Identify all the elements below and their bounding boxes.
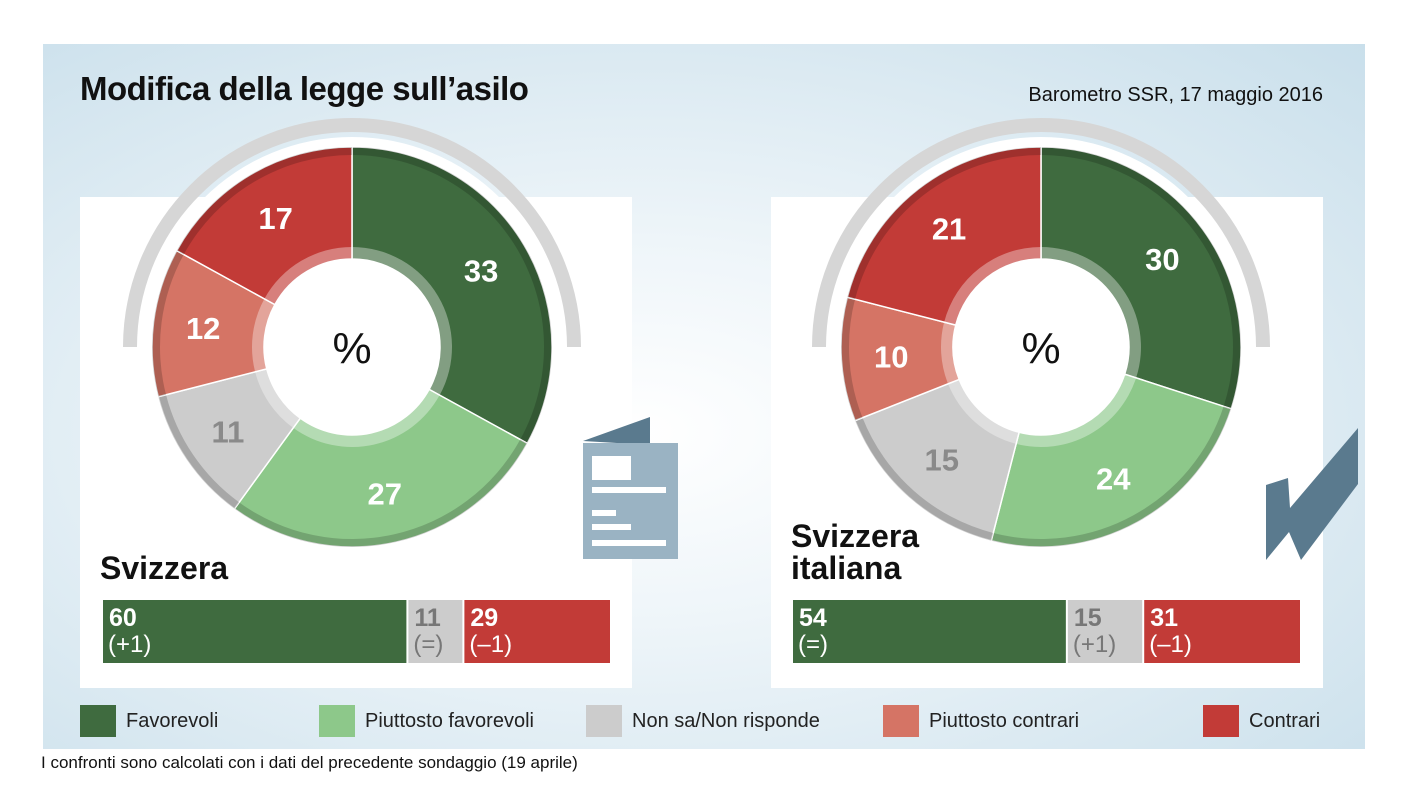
summary-value-contrari: 29 bbox=[470, 604, 498, 632]
legend-item-piuttosto-favorevoli: Piuttosto favorevoli bbox=[319, 704, 534, 738]
document-icon bbox=[583, 417, 678, 559]
summary-segment-non-sa-non-risponde bbox=[1067, 600, 1143, 663]
donut-segment-non-sa-non-risponde-inner-rim bbox=[255, 368, 301, 428]
summary-value-non-sa-non-risponde: 11 bbox=[414, 604, 441, 632]
legend-item-piuttosto-contrari: Piuttosto contrari bbox=[883, 704, 1079, 738]
legend-label: Piuttosto contrari bbox=[929, 709, 1080, 732]
donut-segment-contrari-inner-rim bbox=[944, 247, 1041, 326]
donut-segment-favorevoli-inner-rim bbox=[352, 247, 452, 396]
source-label: Barometro SSR, 17 maggio 2016 bbox=[1028, 84, 1323, 106]
summary-bar-svizzera-italiana: 54(=) 15(+1) 31(–1) bbox=[793, 600, 1300, 663]
donut-label-favorevoli: 30 bbox=[1145, 242, 1179, 277]
donut-segment-piuttosto-favorevoli bbox=[990, 373, 1233, 548]
footnote: I confronti sono calcolati con i dati de… bbox=[41, 753, 578, 772]
donut-segment-piuttosto-contrari-rim bbox=[152, 250, 184, 397]
page-title: Modifica della legge sull’asilo bbox=[80, 70, 529, 107]
donut-segment-favorevoli bbox=[351, 146, 553, 445]
donut-center-label: % bbox=[332, 324, 371, 373]
donut-label-piuttosto-favorevoli: 27 bbox=[367, 476, 401, 511]
summary-value-contrari: 31 bbox=[1150, 604, 1178, 632]
donut-segment-contrari bbox=[175, 146, 353, 306]
donut-segment-piuttosto-contrari-inner-rim bbox=[940, 322, 960, 384]
summary-value-favorevoli: 54 bbox=[799, 604, 827, 632]
summary-change-contrari: (–1) bbox=[1149, 631, 1192, 658]
donut-segment-piuttosto-contrari-inner-rim bbox=[252, 298, 275, 372]
region-name-svizzera: Svizzera bbox=[100, 550, 229, 586]
summary-bar-svizzera: 60(+1) 11(=) 29(–1) bbox=[103, 600, 610, 663]
summary-change-non-sa-non-risponde: (+1) bbox=[1073, 631, 1116, 658]
donut-segment-piuttosto-favorevoli-inner-rim bbox=[293, 389, 440, 447]
donut-segment-non-sa-non-risponde-rim bbox=[158, 394, 240, 509]
donut-segment-contrari-rim bbox=[176, 147, 352, 255]
donut-label-non-sa-non-risponde: 15 bbox=[925, 443, 959, 478]
donut-label-piuttosto-favorevoli: 24 bbox=[1096, 461, 1131, 496]
donut-label-favorevoli: 33 bbox=[464, 254, 498, 289]
donut-segment-favorevoli bbox=[1040, 146, 1242, 410]
legend-label: Non sa/Non risponde bbox=[632, 709, 820, 732]
donut-segment-non-sa-non-risponde bbox=[854, 378, 1021, 542]
donut-center-label: % bbox=[1021, 324, 1060, 373]
summary-value-favorevoli: 60 bbox=[109, 604, 137, 632]
outer-arc bbox=[123, 118, 581, 348]
donut-hole bbox=[276, 271, 428, 423]
donut-segment-non-sa-non-risponde-inner-rim bbox=[948, 379, 1020, 444]
legend-swatch bbox=[586, 705, 622, 737]
summary-change-favorevoli: (=) bbox=[798, 631, 828, 658]
donut-segment-piuttosto-contrari-rim bbox=[841, 297, 863, 421]
legend-label: Contrari bbox=[1249, 709, 1321, 732]
donut-chart-svizzera-italiana: 30 24 15 10 21% bbox=[812, 118, 1270, 557]
donut-segment-contrari-inner-rim bbox=[264, 246, 352, 305]
summary-segment-non-sa-non-risponde bbox=[408, 600, 463, 663]
summary-change-favorevoli: (+1) bbox=[108, 631, 151, 658]
summary-segment-favorevoli bbox=[103, 600, 407, 663]
legend-swatch bbox=[319, 705, 355, 737]
legend-swatch bbox=[883, 705, 919, 737]
donut-segment-piuttosto-favorevoli-rim bbox=[991, 406, 1232, 547]
legend-item-favorevoli: Favorevoli bbox=[80, 704, 218, 738]
donut-segment-contrari-rim bbox=[847, 147, 1041, 300]
legend-item-non-sa: Non sa/Non risponde bbox=[586, 704, 820, 738]
outer-arc bbox=[812, 118, 1270, 348]
summary-change-contrari: (–1) bbox=[469, 631, 512, 658]
donut-segment-favorevoli-inner-rim bbox=[1041, 247, 1141, 378]
donut-segment-contrari bbox=[846, 146, 1042, 327]
donut-label-piuttosto-contrari: 10 bbox=[874, 339, 908, 374]
legend-swatch bbox=[1203, 705, 1239, 737]
summary-segment-favorevoli bbox=[793, 600, 1066, 663]
summary-value-non-sa-non-risponde: 15 bbox=[1074, 604, 1102, 632]
donut-segment-favorevoli-rim bbox=[352, 147, 553, 444]
donut-segment-piuttosto-favorevoli bbox=[233, 388, 529, 548]
legend-swatch bbox=[80, 705, 116, 737]
donut-segment-piuttosto-favorevoli-inner-rim bbox=[1016, 374, 1137, 447]
legend-label: Piuttosto favorevoli bbox=[365, 709, 534, 732]
donut-label-non-sa-non-risponde: 11 bbox=[212, 414, 245, 449]
summary-segment-contrari bbox=[464, 600, 610, 663]
donut-hole bbox=[965, 271, 1117, 423]
legend-item-contrari: Contrari bbox=[1203, 704, 1320, 738]
checkmark-icon bbox=[1266, 428, 1358, 560]
donut-label-contrari: 21 bbox=[932, 211, 966, 246]
donut-label-piuttosto-contrari: 12 bbox=[186, 311, 220, 346]
donut-chart-svizzera: 33 27 11 12 17% bbox=[123, 118, 581, 557]
legend-label: Favorevoli bbox=[126, 709, 219, 732]
region-name-svizzera-italiana: Svizzera italiana bbox=[791, 518, 920, 586]
summary-segment-contrari bbox=[1144, 600, 1300, 663]
summary-change-non-sa-non-risponde: (=) bbox=[413, 631, 443, 658]
donut-label-contrari: 17 bbox=[258, 201, 292, 236]
